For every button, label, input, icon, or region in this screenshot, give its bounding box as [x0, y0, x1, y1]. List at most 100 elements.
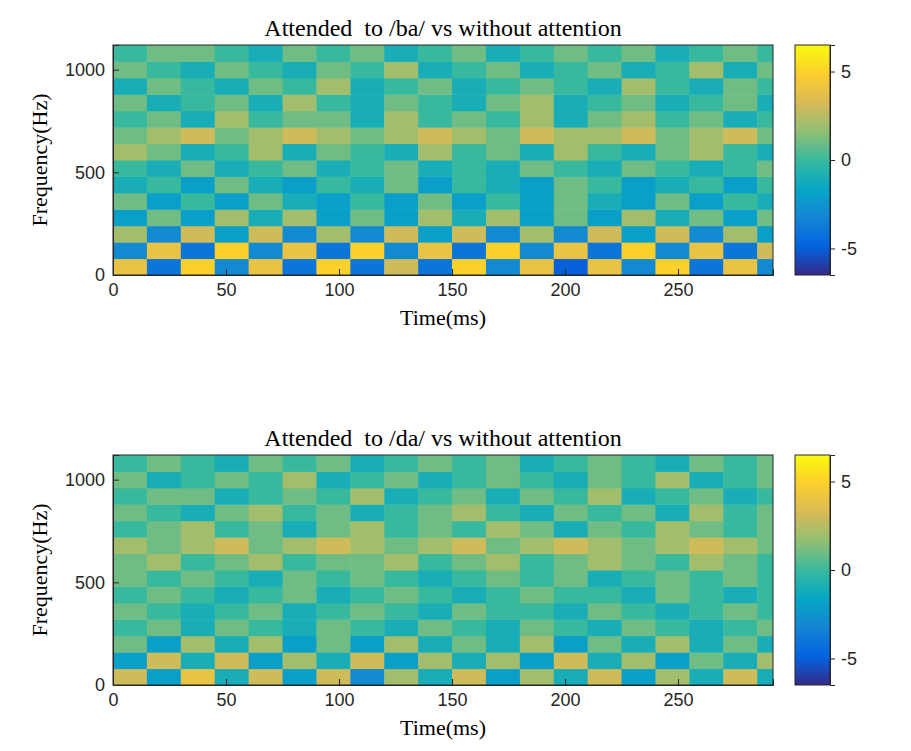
heatmap-cell: [554, 78, 588, 95]
heatmap-cell: [520, 144, 554, 161]
heatmap-cell: [384, 144, 418, 161]
x-tick: 200: [551, 269, 581, 300]
heatmap-cell: [689, 45, 723, 62]
heatmap-cell: [655, 455, 689, 472]
heatmap-cell: [655, 259, 689, 275]
heatmap-cell: [520, 45, 554, 62]
heatmap-cell: [283, 488, 317, 505]
heatmap-cell: [215, 652, 249, 669]
heatmap-cell: [418, 226, 452, 243]
y-tick-label: 1000: [65, 60, 105, 80]
x-tick-mark: [452, 679, 453, 685]
heatmap-cell: [520, 455, 554, 472]
heatmap-cell: [316, 259, 350, 275]
x-tick: 100: [325, 679, 355, 710]
heatmap-cell: [283, 619, 317, 636]
heatmap-cell: [520, 111, 554, 128]
heatmap-cell: [723, 488, 757, 505]
heatmap-cell: [588, 570, 622, 587]
heatmap-cell: [622, 570, 656, 587]
heatmap-cell: [486, 504, 520, 521]
x-tick-label: 0: [108, 690, 118, 710]
heatmap-cell: [147, 226, 181, 243]
heatmap-cell: [283, 144, 317, 161]
heatmap-cell: [418, 193, 452, 210]
heatmap-cell: [757, 504, 773, 521]
heatmap-cell: [452, 259, 486, 275]
heatmap-cell: [486, 127, 520, 144]
heatmap-cell: [249, 504, 283, 521]
heatmap-cell: [689, 176, 723, 193]
heatmap-cell: [147, 554, 181, 571]
heatmap-cell: [215, 570, 249, 587]
heatmap-cell: [181, 636, 215, 653]
x-tick-label: 150: [438, 280, 468, 300]
heatmap-cell: [181, 160, 215, 177]
heatmap-cell: [215, 554, 249, 571]
heatmap-cell: [520, 176, 554, 193]
heatmap-cell: [249, 603, 283, 620]
heatmap-cell: [350, 45, 384, 62]
heatmap-cell: [215, 193, 249, 210]
heatmap-cell: [520, 193, 554, 210]
heatmap-cell: [757, 193, 773, 210]
colorbar-axis-line: [831, 46, 836, 276]
x-tick-label: 250: [664, 280, 694, 300]
heatmap-cell: [588, 94, 622, 111]
heatmap-cell: [384, 94, 418, 111]
heatmap-cell: [757, 226, 773, 243]
heatmap-cell: [283, 94, 317, 111]
heatmap-cell: [622, 669, 656, 685]
heatmap-cell: [486, 193, 520, 210]
heatmap-cell: [723, 619, 757, 636]
heatmap-cell: [588, 504, 622, 521]
heatmap-cell: [723, 636, 757, 653]
heatmap-cell: [384, 242, 418, 259]
heatmap-cell: [723, 603, 757, 620]
heatmap-cell: [384, 636, 418, 653]
heatmap-cell: [588, 209, 622, 226]
panel-title: Attended to /ba/ vs without attention: [264, 15, 621, 41]
colorbar-tick: -5: [830, 649, 857, 669]
heatmap-cell: [757, 45, 773, 62]
plot-frame: [113, 455, 773, 685]
colorbar-tick: 0: [830, 150, 851, 170]
heatmap-cell: [215, 226, 249, 243]
heatmap-cell: [418, 94, 452, 111]
heatmap-cell: [181, 619, 215, 636]
heatmap-cell: [181, 45, 215, 62]
heatmap-cell: [113, 455, 147, 472]
heatmap-cell: [316, 242, 350, 259]
heatmap-cell: [452, 455, 486, 472]
y-tick: 500: [75, 573, 119, 593]
heatmap-cell: [520, 242, 554, 259]
x-tick-label: 200: [551, 280, 581, 300]
heatmap-cell: [418, 127, 452, 144]
heatmap-cell: [384, 504, 418, 521]
heatmap-cell: [249, 226, 283, 243]
heatmap-cell: [418, 619, 452, 636]
heatmap-cell: [350, 471, 384, 488]
heatmap-cell: [486, 488, 520, 505]
heatmap-cell: [384, 521, 418, 538]
heatmap-cell: [757, 144, 773, 161]
heatmap-cell: [655, 652, 689, 669]
heatmap-cell: [655, 61, 689, 78]
panel-title: Attended to /da/ vs without attention: [264, 425, 621, 451]
heatmap-cell: [418, 209, 452, 226]
heatmap-cell: [486, 521, 520, 538]
heatmap-cell: [249, 488, 283, 505]
heatmap-cell: [316, 127, 350, 144]
heatmap-cell: [723, 669, 757, 685]
heatmap-cell: [757, 160, 773, 177]
heatmap-cell: [689, 160, 723, 177]
heatmap-cell: [757, 669, 773, 685]
heatmap-cell: [554, 471, 588, 488]
heatmap-cell: [520, 160, 554, 177]
heatmap-cell: [181, 504, 215, 521]
heatmap-cell: [384, 554, 418, 571]
heatmap-cell: [283, 209, 317, 226]
heatmap-cell: [689, 521, 723, 538]
heatmap-cell: [757, 127, 773, 144]
x-tick-mark: [339, 269, 340, 275]
